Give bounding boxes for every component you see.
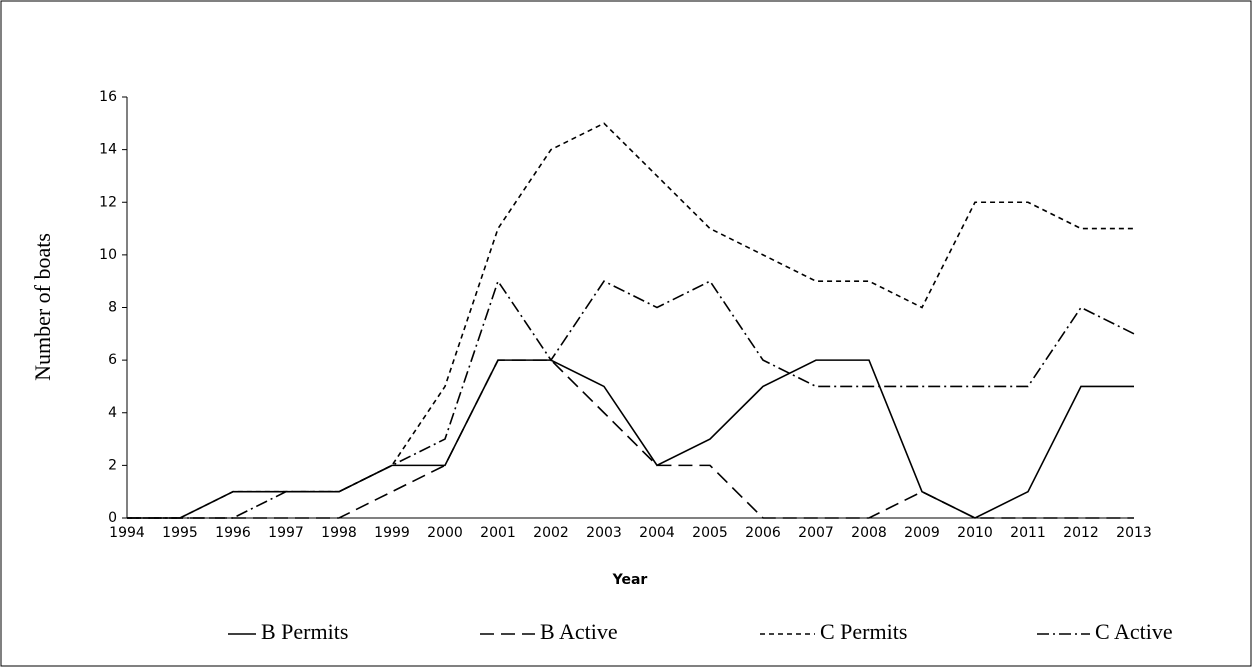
y-tick-label: 14 [99,142,117,158]
x-tick-label: 2008 [851,525,887,541]
y-tick-label: 6 [108,352,117,368]
x-tick-label: 2004 [639,525,675,541]
x-tick-label: 2013 [1116,525,1152,541]
x-tick-label: 2000 [427,525,463,541]
data-line [127,122,1134,519]
x-tick-label: 2001 [480,525,516,541]
x-tick-label: 2006 [745,525,781,541]
x-tick-label: 2005 [692,525,728,541]
y-tick-label: 0 [108,510,117,526]
x-tick-label: 2003 [586,525,622,541]
x-tick-label: 2009 [904,525,940,541]
x-tick-label: 1994 [109,525,145,541]
y-tick-label: 10 [99,247,117,263]
y-tick-label: 16 [99,89,117,105]
x-tick-label: 2007 [798,525,834,541]
x-tick-label: 2011 [1010,525,1046,541]
legend-label: B Active [540,619,618,644]
y-tick-label: 4 [108,405,117,421]
y-tick-label: 8 [108,300,117,316]
x-tick-label: 1997 [268,525,304,541]
y-axis-label: Number of boats [30,233,55,381]
x-tick-label: 1998 [321,525,357,541]
data-line [127,359,1134,519]
x-axis-label: Year [612,572,648,588]
x-tick-label: 1995 [162,525,198,541]
x-tick-label: 1996 [215,525,251,541]
y-tick-label: 12 [99,194,117,210]
x-tick-label: 2002 [533,525,569,541]
legend-label: C Permits [820,619,907,644]
y-tick-label: 2 [108,457,117,473]
x-tick-label: 1999 [374,525,410,541]
x-tick-label: 2010 [957,525,993,541]
legend-label: C Active [1095,619,1173,644]
x-tick-label: 2012 [1063,525,1099,541]
legend-label: B Permits [261,619,348,644]
